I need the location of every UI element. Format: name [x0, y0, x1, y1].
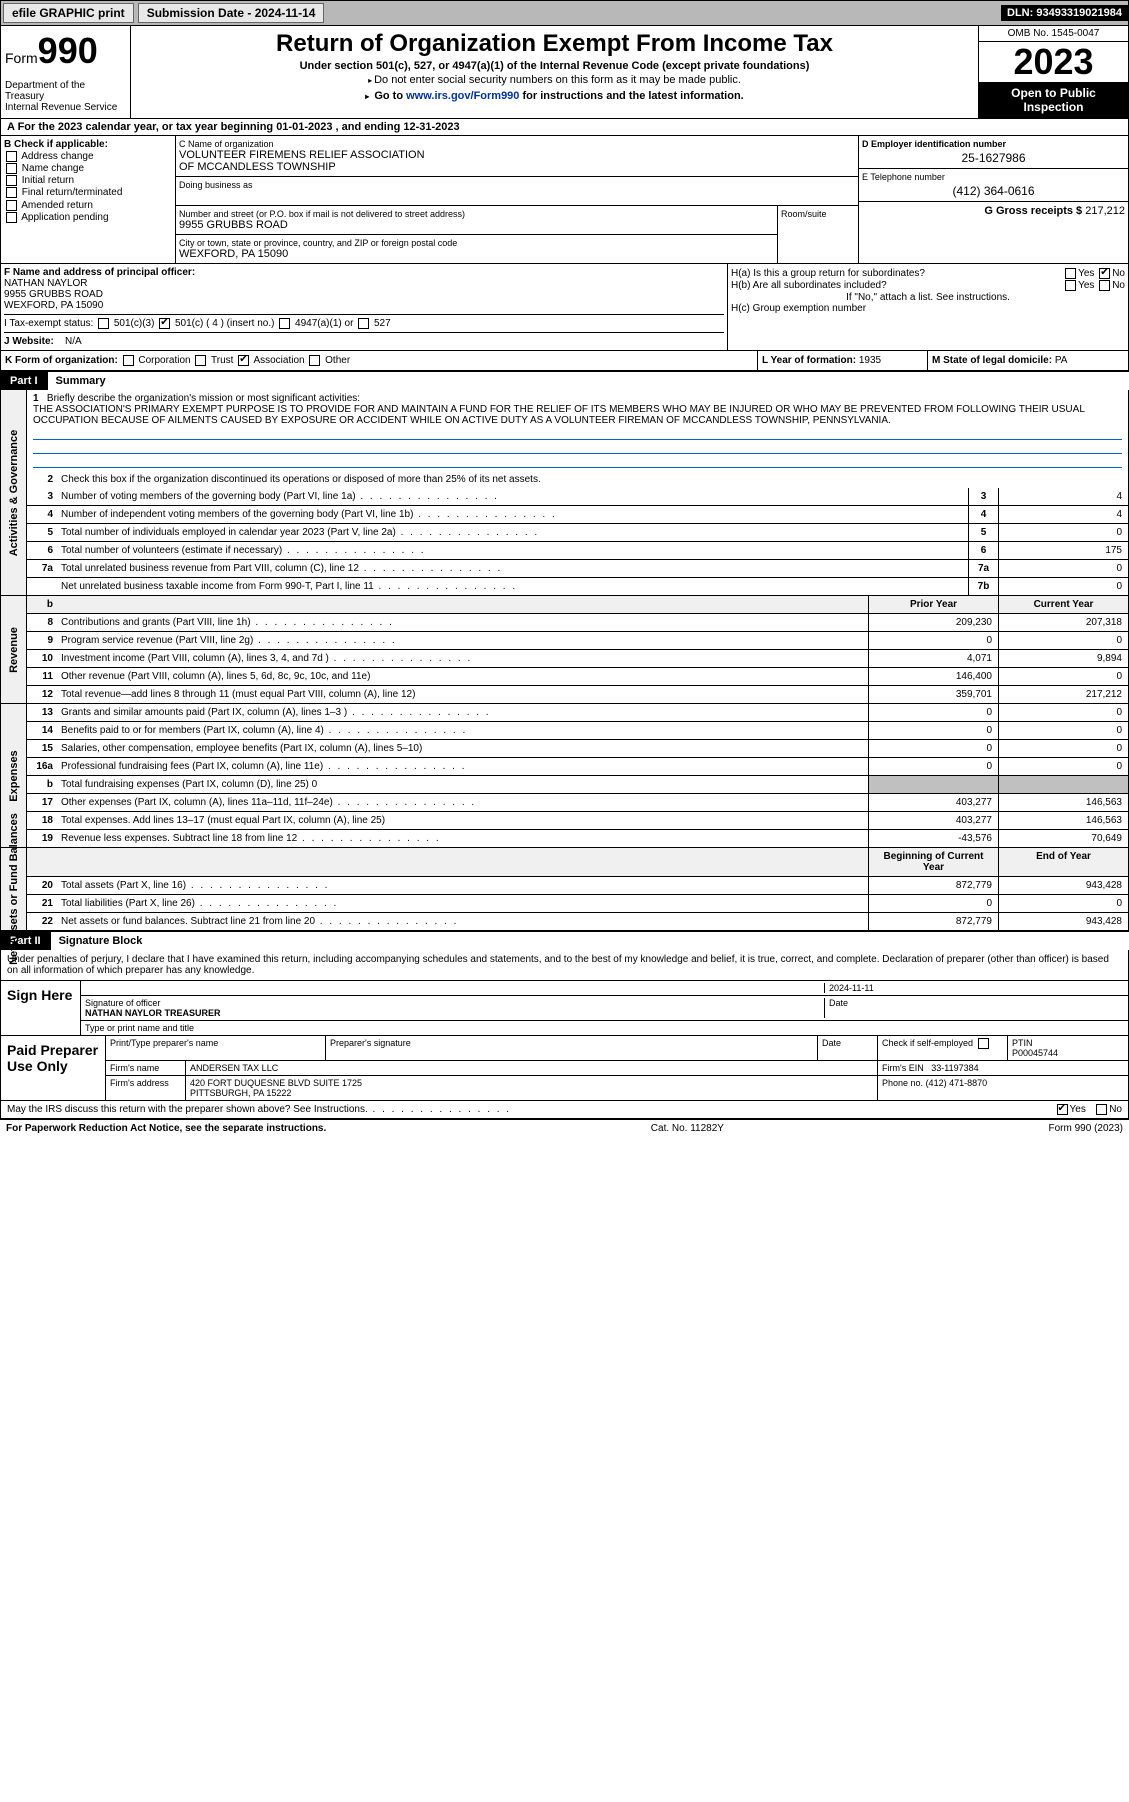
- section-c: C Name of organization VOLUNTEER FIREMEN…: [176, 136, 858, 263]
- part1-header: Part I Summary: [0, 371, 1129, 390]
- net-assets-section: Net Assets or Fund Balances Beginning of…: [0, 848, 1129, 931]
- org-name: VOLUNTEER FIREMENS RELIEF ASSOCIATION OF…: [179, 149, 855, 173]
- form-header: Form990 Department of the Treasury Inter…: [0, 26, 1129, 119]
- phone: (412) 364-0616: [862, 184, 1125, 198]
- officer-name: NATHAN NAYLOR: [4, 278, 724, 289]
- section-klm: K Form of organization: Corporation Trus…: [0, 351, 1129, 371]
- dln: DLN: 93493319021984: [1001, 5, 1128, 21]
- irs-link[interactable]: www.irs.gov/Form990: [406, 90, 519, 102]
- efile-button[interactable]: efile GRAPHIC print: [3, 3, 134, 23]
- page-footer: For Paperwork Reduction Act Notice, see …: [0, 1119, 1129, 1137]
- ein: 25-1627986: [862, 151, 1125, 165]
- revenue-section: Revenue bPrior YearCurrent Year 8Contrib…: [0, 596, 1129, 704]
- mission-text: THE ASSOCIATION'S PRIMARY EXEMPT PURPOSE…: [33, 404, 1085, 426]
- ptin: P00045744: [1012, 1048, 1058, 1058]
- form-title: Return of Organization Exempt From Incom…: [139, 30, 970, 58]
- open-inspection: Open to Public Inspection: [979, 82, 1128, 118]
- firm-phone: (412) 471-8870: [926, 1078, 988, 1088]
- org-city: WEXFORD, PA 15090: [179, 248, 774, 260]
- officer-sig-name: NATHAN NAYLOR TREASURER: [85, 1008, 221, 1018]
- dept-label: Department of the Treasury Internal Reve…: [5, 80, 126, 113]
- submission-date: Submission Date - 2024-11-14: [138, 3, 325, 23]
- omb-number: OMB No. 1545-0047: [979, 26, 1128, 42]
- expenses-section: Expenses 13Grants and similar amounts pa…: [0, 704, 1129, 848]
- form-privacy-note: Do not enter social security numbers on …: [139, 74, 970, 86]
- firm-address: 420 FORT DUQUESNE BLVD SUITE 1725 PITTSB…: [186, 1076, 878, 1100]
- year-formation: 1935: [859, 355, 881, 366]
- section-a: A For the 2023 calendar year, or tax yea…: [0, 119, 1129, 136]
- form-subtitle: Under section 501(c), 527, or 4947(a)(1)…: [139, 60, 970, 72]
- section-d: D Employer identification number 25-1627…: [858, 136, 1128, 263]
- state-domicile: PA: [1055, 355, 1068, 366]
- section-b: B Check if applicable: Address change Na…: [1, 136, 176, 263]
- form-number: Form990: [5, 30, 126, 72]
- goto-link: Go to www.irs.gov/Form990 for instructio…: [139, 90, 970, 102]
- section-h: H(a) Is this a group return for subordin…: [728, 264, 1128, 350]
- governance-section: Activities & Governance 1 Briefly descri…: [0, 390, 1129, 596]
- signature-block: Under penalties of perjury, I declare th…: [0, 950, 1129, 1119]
- part2-header: Part II Signature Block: [0, 931, 1129, 950]
- firm-ein: 33-1197384: [931, 1063, 978, 1073]
- firm-name: ANDERSEN TAX LLC: [186, 1061, 878, 1075]
- section-bcd: B Check if applicable: Address change Na…: [0, 136, 1129, 264]
- org-street: 9955 GRUBBS ROAD: [179, 219, 774, 231]
- topbar: efile GRAPHIC print Submission Date - 20…: [0, 0, 1129, 26]
- section-fih: F Name and address of principal officer:…: [0, 264, 1129, 351]
- tax-year: 2023: [979, 42, 1128, 82]
- gross-receipts: 217,212: [1085, 205, 1125, 217]
- website: N/A: [65, 336, 82, 347]
